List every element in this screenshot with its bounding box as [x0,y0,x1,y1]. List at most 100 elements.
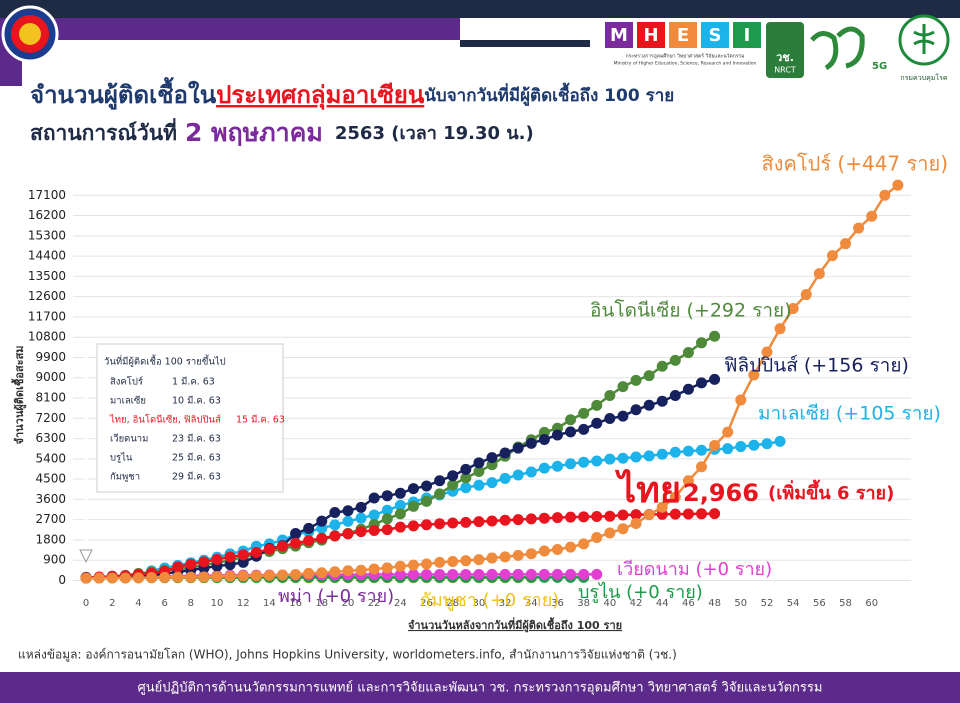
footer: ศูนย์ปฏิบัติการด้านนวัตกรรมการแพทย์ และก… [138,680,823,696]
data-point [316,532,328,544]
footer-bar [0,672,960,703]
data-point [538,433,550,445]
y-tick-label: 15300 [28,228,66,242]
data-point [656,448,668,460]
data-point [407,500,419,512]
data-point [630,509,642,521]
data-point [277,569,288,581]
data-point [473,516,485,528]
y-tick-label: 5400 [35,451,66,465]
data-point [512,549,524,561]
data-point [722,443,734,455]
x-tick-label: 54 [787,598,800,609]
data-point [355,501,367,513]
data-point [761,438,773,450]
mhesi-letter-box [733,22,761,48]
data-point [656,395,668,407]
data-point [460,555,472,567]
data-point [800,289,812,301]
data-point [303,535,315,547]
top-bar [0,0,960,18]
data-point [342,505,354,517]
data-point [198,571,210,583]
series-annotation: (เพิ่มขึ้น 6 ราย) [768,479,894,504]
y-tick-label: 7200 [35,411,66,425]
data-point [578,423,590,435]
data-point [394,560,406,572]
data-point [303,522,315,534]
x-tick-label: 34 [525,598,538,609]
mhesi-letter: E [677,25,689,46]
data-point [578,538,590,550]
data-point [185,571,197,583]
inset-country: กัมพูชา [110,472,140,483]
data-point [578,456,590,468]
data-point [774,435,786,447]
data-point [407,568,419,580]
inset-date: 25 มี.ค. 63 [172,452,221,464]
data-point [486,515,498,527]
inset-country: ไทย, อินโดนีเซีย, ฟิลิปปินส์ [109,414,221,426]
data-point [892,179,904,191]
y-tick-label: 11700 [28,309,66,323]
data-point [617,509,629,521]
data-point [146,572,158,584]
data-point [460,482,472,494]
inset: วันที่มีผู้ติดเชื้อ 100 รายขึ้นไป สิงคโป… [79,343,285,564]
series-label: พม่า (+0 ราย) [278,586,394,607]
data-point [709,440,721,452]
series-label: สิงคโปร์ (+447 ราย) [762,152,948,176]
mhesi-letter-box [701,22,729,48]
series-label: ไทย [614,468,681,511]
ddc-text: กรมควบคุมโรค [900,73,947,82]
data-point [290,568,302,580]
data-point [591,568,603,580]
data-point [368,492,380,504]
data-point [538,462,550,474]
data-point [669,446,681,458]
data-point [277,540,288,552]
data-point [421,480,433,492]
x-tick-label: 4 [135,598,141,609]
top-stripe [22,18,460,40]
data-point [591,399,603,411]
data-point [853,222,865,234]
data-point [355,526,367,538]
data-point [669,354,681,366]
x-tick-label: 60 [865,598,878,609]
data-point [525,513,537,525]
x-tick-label: 48 [708,598,721,609]
x-tick-label: 38 [577,598,590,609]
data-point [512,469,524,481]
x-tick-label: 16 [289,598,302,609]
data-point [473,457,485,469]
x-tick-label: 26 [420,598,433,609]
data-point [329,530,341,542]
data-point [447,568,459,580]
data-point [316,567,328,579]
x-tick-label: 46 [682,598,695,609]
x-tick-label: 52 [761,598,774,609]
mhesi-letter: I [744,25,751,46]
data-point [617,523,629,535]
data-point [486,452,498,464]
y-tick-label: 0 [58,573,66,587]
fiveg-logo [810,26,865,71]
inset-country: เวียดนาม [110,433,148,445]
data-point [224,559,236,571]
data-point [172,561,184,573]
title-part: จำนวนผู้ติดเชื้อใน [30,76,217,110]
series-label: มาเลเซีย (+105 ราย) [758,403,941,425]
data-point [604,390,616,402]
data-point [460,472,472,484]
data-point [407,520,419,532]
value-label: 2,966 [683,479,759,507]
ddc-logo-mark [913,24,935,54]
nrct-text: วช. [776,51,794,64]
data-point [565,458,577,470]
mhesi-letter-box [669,22,697,48]
data-point [565,511,577,523]
data-point [329,519,341,531]
data-point [551,512,563,524]
mhesi-letter: H [643,25,658,46]
